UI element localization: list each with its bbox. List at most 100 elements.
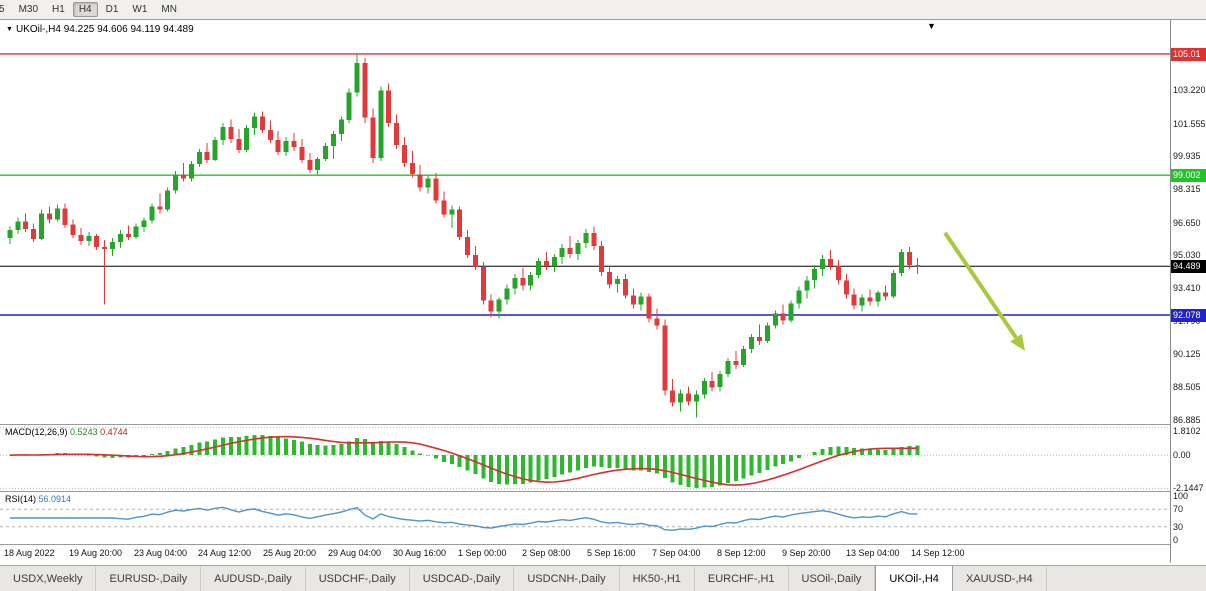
candle (196, 149, 202, 168)
timeframe-button-m30[interactable]: M30 (18, 4, 39, 15)
candle (828, 250, 833, 271)
price-axis-tick: 90.125 (1173, 349, 1201, 359)
candle (433, 173, 439, 204)
candle (891, 270, 897, 299)
price-axis-tick: 86.885 (1173, 415, 1201, 425)
candle (70, 219, 76, 238)
candle (244, 124, 250, 152)
timeframe-button-d1[interactable]: D1 (105, 4, 119, 15)
candle (867, 289, 873, 306)
chart-tab-usdx-weekly[interactable]: USDX,Weekly (0, 566, 97, 591)
candle (528, 272, 534, 291)
candle (615, 276, 620, 293)
candle (394, 114, 400, 149)
candle (843, 274, 849, 299)
timeframe-button-5[interactable]: 5 (0, 2, 11, 17)
candle (338, 116, 344, 141)
candle (693, 390, 699, 418)
price-axis-tick: 98.315 (1173, 184, 1201, 194)
chart-tab-usdcnh-daily[interactable]: USDCNH-,Daily (514, 566, 620, 591)
candle (859, 294, 865, 312)
candle (875, 290, 881, 307)
chart-tab-xauusd-h4[interactable]: XAUUSD-,H4 (953, 566, 1047, 591)
candle (346, 88, 352, 123)
candle (378, 86, 384, 162)
candle (796, 286, 802, 309)
candle (662, 319, 668, 396)
time-axis-label: 8 Sep 12:00 (717, 548, 766, 558)
price-axis[interactable]: 103.220 101.555 99.935 98.315 96.650 95.030 93… (1170, 20, 1206, 563)
candle (425, 175, 431, 194)
price-axis-tick: 88.505 (1173, 382, 1201, 392)
time-axis[interactable]: 18 Aug 2022 19 Aug 20:00 23 Aug 04:00 24 Au… (0, 545, 1170, 563)
candle (788, 300, 794, 323)
candle (741, 345, 747, 368)
chart-tab-eurusd-daily[interactable]: EURUSD-,Daily (96, 566, 202, 591)
candle (749, 333, 755, 353)
time-axis-label: 18 Aug 2022 (4, 548, 55, 558)
candle (299, 138, 305, 164)
timeframe-button-w1[interactable]: W1 (132, 4, 148, 15)
candle (173, 171, 179, 194)
macd-signal-value: 0.4744 (100, 427, 128, 437)
macd-axis-tick: 1.8102 (1173, 426, 1201, 436)
chart-tab-usdcad-daily[interactable]: USDCAD-,Daily (410, 566, 515, 591)
candle (480, 262, 486, 305)
candle (386, 83, 392, 127)
candle (551, 254, 557, 273)
chart-tab-hk50-h1[interactable]: HK50-,H1 (620, 566, 695, 591)
rsi-panel[interactable] (0, 492, 1170, 544)
candle (654, 308, 660, 330)
timeframe-button-h4[interactable]: H4 (72, 2, 98, 17)
time-axis-label: 30 Aug 16:00 (393, 548, 447, 558)
time-axis-label: 25 Aug 20:00 (263, 548, 317, 558)
chart-title: ▼ UKOil-,H4 94.225 94.606 94.119 94.489 (6, 24, 194, 35)
candle (141, 217, 147, 232)
rsi-value: 56.0914 (38, 494, 72, 504)
price-axis-tick: 99.935 (1173, 151, 1201, 161)
main-price-chart[interactable] (0, 20, 1170, 423)
candle (157, 193, 163, 214)
candle (591, 226, 597, 250)
timeframe-button-mn[interactable]: MN (161, 4, 177, 15)
rsi-name: RSI(14) (5, 494, 37, 504)
candle (717, 371, 723, 392)
time-axis-label: 7 Sep 04:00 (652, 548, 701, 558)
chart-tab-ukoil-h4[interactable]: UKOil-,H4 (875, 566, 953, 591)
candle (165, 187, 171, 212)
candle (575, 239, 581, 261)
candle (607, 266, 613, 289)
macd-axis-tick: -2.1447 (1173, 483, 1204, 493)
chart-tabs: USDX,Weekly EURUSD-,Daily AUDUSD-,Daily USD… (0, 565, 1206, 591)
collapse-chart-icon[interactable]: ▼ (6, 26, 13, 33)
chart-tab-usdchf-daily[interactable]: USDCHF-,Daily (306, 566, 410, 591)
chart-tab-usoil-daily[interactable]: USOil-,Daily (789, 566, 876, 591)
price-axis-tick: 103.220 (1173, 85, 1206, 95)
chart-tab-eurchf-h1[interactable]: EURCHF-,H1 (695, 566, 789, 591)
trend-arrow-annotation[interactable] (943, 231, 1025, 351)
candle (252, 112, 257, 135)
chart-tab-audusd-daily[interactable]: AUDUSD-,Daily (201, 566, 306, 591)
candle (441, 191, 447, 218)
candle (323, 143, 328, 162)
candle (39, 209, 44, 240)
candle (283, 136, 289, 157)
price-badge-105.01: 105.01 (1171, 48, 1206, 61)
candle (354, 53, 360, 97)
candle (149, 203, 155, 224)
chart-shift-marker-icon[interactable]: ▼ (927, 21, 936, 31)
candle (812, 265, 818, 289)
candle (733, 350, 739, 370)
candle (914, 258, 920, 274)
time-axis-label: 19 Aug 20:00 (69, 548, 123, 558)
price-badge-94.489: 94.489 (1171, 260, 1206, 273)
candle (7, 226, 13, 244)
chart-symbol-label: UKOil-,H4 (15, 24, 61, 35)
timeframe-button-h1[interactable]: H1 (52, 4, 65, 15)
candle (212, 136, 218, 162)
time-axis-label: 29 Aug 04:00 (328, 548, 382, 558)
price-axis-tick: 93.410 (1173, 283, 1201, 293)
time-axis-label: 2 Sep 08:00 (522, 548, 571, 558)
macd-panel[interactable] (0, 425, 1170, 490)
candle (701, 378, 707, 399)
